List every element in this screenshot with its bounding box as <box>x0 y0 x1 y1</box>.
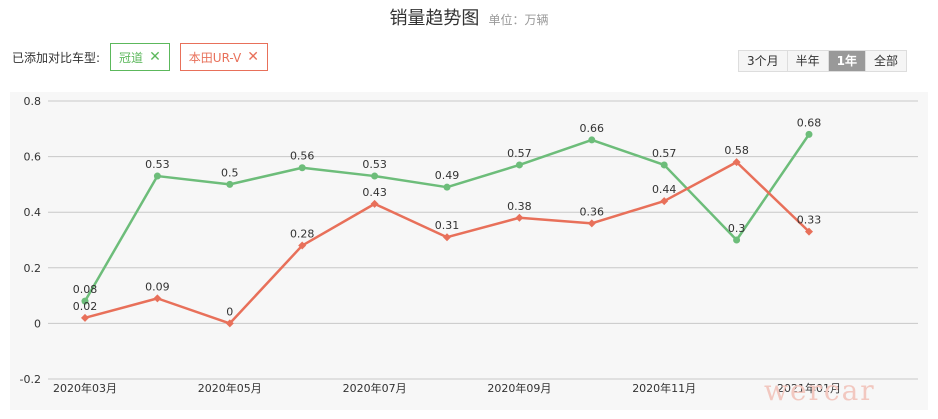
data-point <box>733 236 741 244</box>
close-icon[interactable]: ✕ <box>247 49 260 65</box>
chart-title: 销量趋势图 <box>389 8 480 29</box>
x-tick-label: 2020年09月 <box>487 381 551 395</box>
data-label: 0.5 <box>221 166 239 179</box>
data-label: 0.09 <box>145 280 170 293</box>
series-layer <box>81 130 813 328</box>
data-label: 0.08 <box>73 283 98 296</box>
data-label: 0.3 <box>728 222 746 235</box>
data-point <box>805 227 813 236</box>
data-label: 0.36 <box>580 205 605 218</box>
data-point <box>225 319 234 328</box>
data-point <box>443 183 451 191</box>
range-1-year[interactable]: 1年 <box>827 51 866 71</box>
x-tick-label: 2020年03月 <box>53 381 117 395</box>
unit-label: 单位：万辆 <box>488 13 549 27</box>
data-label: 0.31 <box>435 219 460 232</box>
y-tick-label: 0.6 <box>24 151 42 164</box>
close-icon[interactable]: ✕ <box>149 49 161 65</box>
compare-models: 已添加对比车型: 冠道 ✕ 本田UR-V ✕ <box>12 42 278 72</box>
data-label: 0.28 <box>290 228 315 241</box>
data-point <box>587 219 596 228</box>
data-point <box>515 213 524 222</box>
label-layer: 0.08 0.53 0.5 0.56 0.53 0.49 0.57 0.66 0.57 0.3 0.… <box>73 116 822 318</box>
range-3-months[interactable]: 3个月 <box>739 51 787 71</box>
x-tick-label: 2020年07月 <box>343 381 407 395</box>
data-label: 0 <box>226 305 233 318</box>
chart-title-bar: 销量趋势图 单位：万辆 <box>0 4 938 30</box>
range-half-year[interactable]: 半年 <box>786 51 828 71</box>
data-point <box>370 199 379 208</box>
data-label: 0.53 <box>362 158 387 171</box>
data-point <box>732 158 741 167</box>
data-label: 0.58 <box>724 144 749 157</box>
data-point <box>371 172 379 180</box>
time-range-selector: 3个月 半年 1年 全部 <box>738 50 908 72</box>
grid-layer <box>48 100 918 380</box>
data-point <box>153 172 161 180</box>
data-point <box>660 197 669 206</box>
compare-chip-urv[interactable]: 本田UR-V ✕ <box>179 43 269 71</box>
compare-label: 已添加对比车型: <box>12 50 101 65</box>
data-point <box>298 241 307 250</box>
data-point <box>805 130 813 138</box>
y-tick-label: 0.2 <box>24 262 42 275</box>
data-point <box>588 136 596 144</box>
watermark: wercar <box>764 374 876 407</box>
x-tick-label: 2021年01月 <box>777 381 841 395</box>
data-label: 0.68 <box>797 116 822 129</box>
data-label: 0.53 <box>145 158 170 171</box>
data-point <box>81 297 89 305</box>
chip-label: 冠道 <box>119 50 144 65</box>
y-tick-label: -0.2 <box>20 373 41 386</box>
data-label: 0.38 <box>507 200 532 213</box>
data-label: 0.57 <box>652 147 677 160</box>
compare-chip-guandao[interactable]: 冠道 ✕ <box>110 43 170 71</box>
data-label: 0.57 <box>507 147 532 160</box>
data-point <box>298 164 306 172</box>
x-tick-label: 2020年05月 <box>198 381 262 395</box>
data-point <box>515 161 523 169</box>
data-point <box>81 313 89 322</box>
data-label: 0.66 <box>580 122 605 135</box>
series-line-guandao <box>83 133 811 302</box>
data-label: 0.02 <box>73 300 98 313</box>
data-point <box>660 161 668 169</box>
data-point <box>226 180 234 188</box>
data-point <box>443 233 451 242</box>
chip-label: 本田UR-V <box>188 50 242 65</box>
data-point <box>153 294 162 303</box>
y-tick-label: 0 <box>34 317 41 330</box>
x-tick-label: 2020年11月 <box>632 381 696 395</box>
data-label: 0.49 <box>435 169 460 182</box>
data-label: 0.43 <box>362 186 387 199</box>
y-tick-label: 0.4 <box>24 206 42 219</box>
data-label: 0.33 <box>797 214 822 227</box>
chart-panel <box>10 92 928 410</box>
data-label: 0.44 <box>652 183 677 196</box>
range-all[interactable]: 全部 <box>865 51 907 71</box>
axis-layer: -0.2 0 0.2 0.4 0.6 0.8 2020年03月 2020年05月 2020年07… <box>20 95 841 395</box>
y-tick-label: 0.8 <box>24 95 42 108</box>
data-label: 0.56 <box>290 150 315 163</box>
